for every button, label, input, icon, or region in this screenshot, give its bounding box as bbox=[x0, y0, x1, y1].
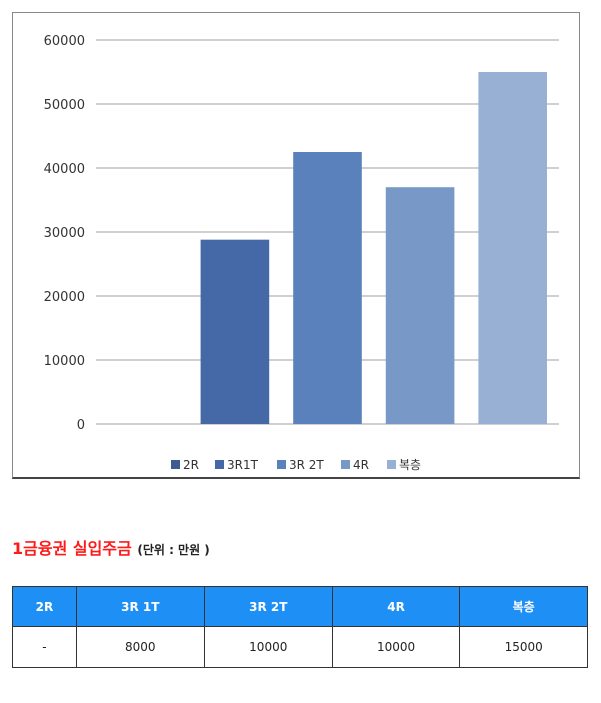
section-title: 1금융권 실입주금 (단위 : 만원 ) bbox=[12, 535, 210, 559]
y-tick-label: 0 bbox=[77, 418, 85, 433]
table-cell: - bbox=[12, 626, 77, 668]
column-header: 3R 1T bbox=[75, 586, 205, 627]
unit-text: (단위 : 만원 ) bbox=[137, 543, 210, 557]
y-tick-label: 30000 bbox=[44, 226, 85, 241]
table-cell: 8000 bbox=[75, 626, 205, 668]
legend-swatch bbox=[277, 460, 286, 469]
legend-swatch bbox=[215, 460, 224, 469]
price-table: 2R 3R 1T 3R 2T 4R 복층 -8000 10000 10000 15000 bbox=[12, 586, 588, 668]
title-text: 1금융권 실입주금 bbox=[12, 539, 132, 558]
bar bbox=[478, 72, 547, 424]
legend-swatch bbox=[341, 460, 350, 469]
legend-label: 복층 bbox=[399, 458, 421, 472]
y-tick-label: 20000 bbox=[44, 290, 85, 305]
legend-label: 4R bbox=[353, 458, 369, 472]
bar bbox=[200, 239, 270, 424]
legend-label: 3R1T bbox=[227, 458, 259, 472]
y-tick-label: 40000 bbox=[44, 162, 85, 177]
y-tick-label: 60000 bbox=[44, 34, 85, 49]
bar-chart: 0 10000 20000 30000 40000 50000 60000 2R 3R1T 3R … bbox=[12, 12, 580, 479]
column-header: 3R 2T bbox=[203, 586, 333, 627]
table-cell: 10000 bbox=[203, 626, 333, 668]
legend-swatch bbox=[171, 460, 180, 469]
table-row: -8000 10000 10000 15000 bbox=[12, 626, 588, 668]
column-header: 4R bbox=[331, 586, 461, 627]
legend-swatch bbox=[387, 460, 396, 469]
bar bbox=[293, 152, 362, 424]
chart-svg: 0 10000 20000 30000 40000 50000 60000 2R 3R1T 3R … bbox=[44, 34, 559, 472]
legend-label: 3R 2T bbox=[289, 458, 324, 472]
table-cell: 15000 bbox=[459, 626, 588, 668]
y-tick-label: 10000 bbox=[44, 354, 85, 369]
legend-label: 2R bbox=[183, 458, 199, 472]
table-cell: 10000 bbox=[331, 626, 461, 668]
column-header: 2R bbox=[12, 586, 77, 627]
bar bbox=[385, 187, 455, 424]
column-header: 복층 bbox=[459, 586, 588, 627]
y-tick-label: 50000 bbox=[44, 98, 85, 113]
